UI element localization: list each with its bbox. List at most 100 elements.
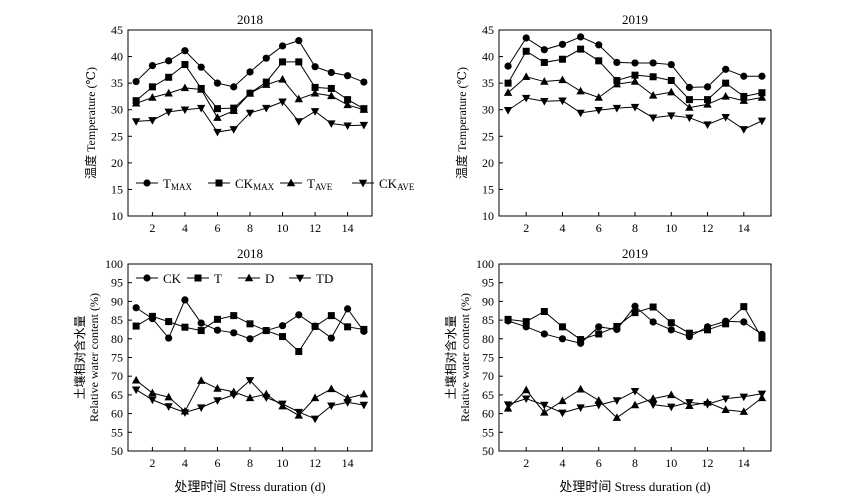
data-point [522,47,530,55]
data-point [213,397,222,405]
data-point [262,394,271,402]
y-tick-label: 100 [105,257,123,271]
y-tick-label: 65 [482,388,494,402]
data-point [180,83,190,92]
data-point [148,93,157,101]
data-point [131,386,141,395]
x-tick-label: 14 [738,221,750,235]
x-tick-label: 8 [632,456,638,470]
data-point [558,75,567,84]
data-point [540,330,548,338]
x-tick-label: 4 [559,456,565,470]
y-tick-label: 95 [111,276,123,290]
data-point [758,334,766,342]
data-point [757,117,767,126]
data-point [164,392,173,401]
x-tick-label: 6 [596,456,602,470]
data-point [197,327,205,335]
data-point [213,315,221,323]
series-t-ave [131,75,369,121]
legend-marker [143,274,151,282]
data-point [667,60,675,69]
data-point [278,75,287,83]
y-tick-label: 10 [111,209,123,223]
data-point [310,393,320,402]
x-tick-label: 6 [596,221,602,235]
data-point [148,312,156,320]
y-tick-label: 50 [482,444,494,458]
y-tick-label: 20 [111,156,123,170]
legend-label-name: TD [316,271,333,286]
data-point [245,109,255,118]
data-point [197,85,206,93]
data-point [360,325,368,333]
data-point [577,336,585,344]
data-point [594,93,603,101]
data-point [246,68,254,76]
data-point [522,34,530,42]
data-point [577,45,585,53]
data-point [758,72,766,80]
data-point [229,391,238,400]
x-tick-label: 2 [149,456,155,470]
x-tick-label: 12 [309,221,321,235]
y-tick-label: 30 [482,103,494,117]
data-point [540,408,549,416]
data-point [327,312,335,320]
data-point [503,88,513,96]
y-tick-label: 30 [111,103,123,117]
data-point [703,401,712,409]
x-tick-label: 12 [702,456,714,470]
data-point [540,77,549,85]
data-point [667,87,676,96]
x-tick-label: 12 [702,221,714,235]
data-point [327,91,336,100]
data-point [262,54,270,62]
y-tick-label: 25 [482,129,494,143]
legend-label: TD [316,271,333,286]
y-tick-label: 40 [111,50,123,64]
x-tick-label: 14 [342,221,354,235]
data-point [577,33,585,41]
data-point [648,401,658,410]
data-point [703,121,712,129]
x-tick-label: 10 [665,456,677,470]
data-point [181,61,189,69]
data-point [213,105,221,113]
data-point [343,100,352,109]
data-point [558,55,566,63]
data-point [181,47,189,55]
y-tick-label: 65 [111,388,123,402]
data-point [576,384,585,393]
data-point [245,377,255,385]
data-point [165,334,173,342]
data-point [359,401,369,410]
data-point [648,90,658,99]
y-tick-label: 35 [482,76,494,90]
data-point [595,330,603,338]
series-t [132,312,368,356]
chart-title: 2019 [622,246,648,261]
data-point [131,375,141,384]
y-tick-label: 20 [482,156,494,170]
data-point [613,58,621,67]
x-tick-label: 10 [277,221,289,235]
y-tick-label: 15 [482,182,494,196]
y-axis-label-en: Relative water content (%) [87,293,101,422]
data-point [197,404,206,413]
data-point [295,37,303,45]
data-point [667,319,675,327]
data-point [540,98,549,106]
chart-panel-1: 2018 10 15 20 25 30 35 40 45 2 4 6 8 10 12 14 温度 Tempera… [83,12,415,235]
data-point [540,46,548,54]
data-point [148,388,157,397]
data-point [667,112,676,120]
data-point [197,63,205,71]
data-point [739,393,748,402]
legend-label-name: CK [163,271,182,286]
data-point [739,96,748,104]
data-point [558,335,567,343]
legend-label-sub: AVE [397,182,415,192]
y-tick-label: 95 [482,276,494,290]
data-point [704,326,712,334]
